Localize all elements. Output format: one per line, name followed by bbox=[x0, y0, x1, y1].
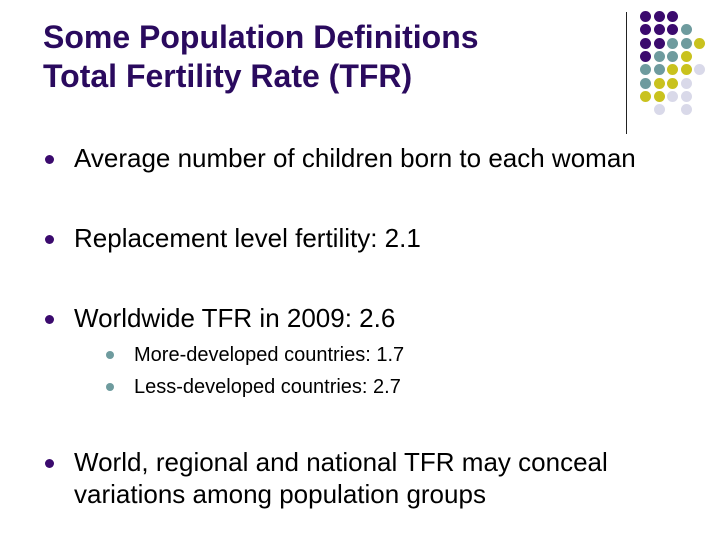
decorative-dot bbox=[653, 77, 665, 89]
decorative-dot bbox=[653, 104, 665, 116]
decorative-dot bbox=[640, 50, 651, 62]
sub-bullet-item: Less-developed countries: 2.7 bbox=[106, 374, 401, 400]
decorative-divider bbox=[626, 12, 627, 134]
bullet-text: Worldwide TFR in 2009: 2.6 bbox=[74, 303, 396, 333]
decorative-dot bbox=[680, 50, 692, 62]
bullet-icon bbox=[45, 315, 54, 324]
decorative-dot bbox=[640, 90, 651, 102]
bullet-item: Average number of children born to each … bbox=[45, 142, 636, 174]
decorative-dot bbox=[640, 64, 651, 76]
decorative-dot bbox=[680, 104, 692, 116]
decorative-dot bbox=[640, 24, 651, 36]
decorative-dot bbox=[667, 77, 678, 89]
slide-title: Some Population Definitions Total Fertil… bbox=[43, 18, 479, 96]
sub-bullet-text: Less-developed countries: 2.7 bbox=[134, 376, 401, 398]
decorative-dot bbox=[680, 24, 692, 36]
decorative-dot bbox=[653, 64, 665, 76]
bullet-icon bbox=[45, 235, 54, 244]
decorative-dot bbox=[680, 90, 692, 102]
decorative-dot bbox=[640, 37, 651, 49]
title-line-2: Total Fertility Rate (TFR) bbox=[43, 58, 413, 94]
decorative-dot bbox=[680, 64, 692, 76]
bullet-text: Average number of children born to each … bbox=[74, 143, 636, 173]
decorative-dot bbox=[640, 11, 651, 22]
sub-bullet-item: More-developed countries: 1.7 bbox=[106, 342, 404, 368]
decorative-dot bbox=[653, 11, 665, 22]
title-line-1: Some Population Definitions bbox=[43, 19, 479, 55]
decorative-dot bbox=[667, 11, 678, 22]
bullet-icon bbox=[45, 155, 54, 164]
sub-bullet-icon bbox=[106, 351, 114, 359]
bullet-item: Worldwide TFR in 2009: 2.6 bbox=[45, 302, 395, 334]
decorative-dot bbox=[667, 64, 678, 76]
decorative-dot bbox=[694, 37, 705, 49]
bullet-icon bbox=[45, 459, 54, 468]
bullet-item: Replacement level fertility: 2.1 bbox=[45, 222, 421, 254]
decorative-dot bbox=[640, 77, 651, 89]
sub-bullet-icon bbox=[106, 383, 114, 391]
sub-bullet-text: More-developed countries: 1.7 bbox=[134, 344, 405, 366]
decorative-dot bbox=[667, 90, 678, 102]
bullet-text: Replacement level fertility: 2.1 bbox=[74, 223, 421, 253]
bullet-text: World, regional and national TFR may con… bbox=[74, 447, 608, 509]
bullet-item: World, regional and national TFR may con… bbox=[45, 446, 665, 510]
decorative-dot bbox=[653, 90, 665, 102]
decorative-dot bbox=[653, 24, 665, 36]
decorative-dot bbox=[667, 50, 678, 62]
decorative-dot bbox=[694, 64, 705, 76]
decorative-dot bbox=[653, 50, 665, 62]
decorative-dot bbox=[667, 24, 678, 36]
decorative-dot bbox=[680, 77, 692, 89]
decorative-dot bbox=[680, 37, 692, 49]
decorative-dot bbox=[667, 37, 678, 49]
decorative-dot bbox=[653, 37, 665, 49]
